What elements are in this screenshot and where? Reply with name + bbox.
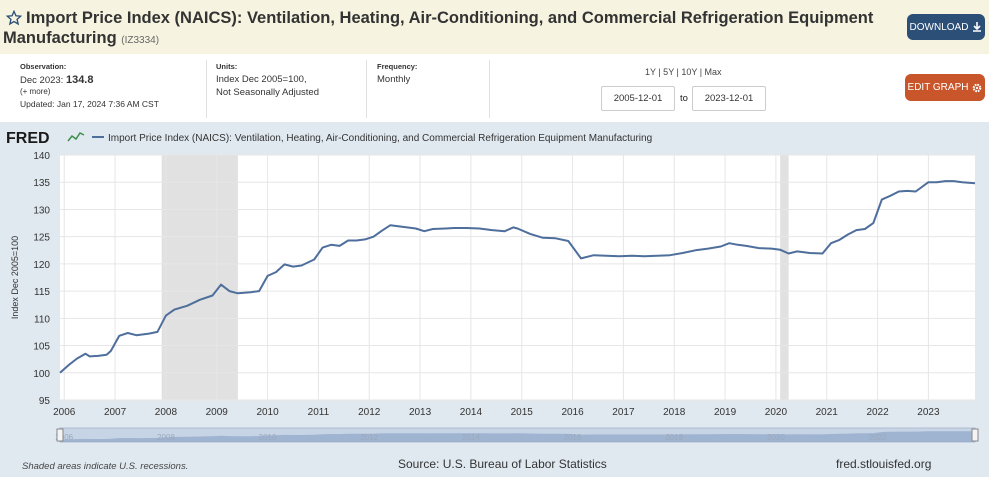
observation-date: Dec 2023: bbox=[20, 75, 64, 86]
download-icon bbox=[973, 22, 982, 32]
range-links[interactable]: 1Y | 5Y | 10Y | Max bbox=[645, 67, 722, 77]
frequency-label: Frequency: bbox=[377, 62, 418, 71]
recession-band bbox=[161, 155, 238, 400]
x-tick-label: 2023 bbox=[917, 407, 940, 418]
range-handle-left[interactable] bbox=[56, 428, 64, 442]
x-tick-label: 2016 bbox=[561, 407, 584, 418]
download-button[interactable]: DOWNLOAD bbox=[907, 14, 985, 40]
y-tick-label: 130 bbox=[33, 205, 50, 216]
start-date-input[interactable]: 2005-12-01 bbox=[601, 86, 675, 111]
title-bar: Import Price Index (NAICS): Ventilation,… bbox=[0, 0, 989, 54]
observation-value: 134.8 bbox=[65, 74, 94, 86]
y-tick-label: 95 bbox=[39, 396, 51, 407]
navigator-tick-label: 2012 bbox=[360, 433, 378, 442]
more-link[interactable]: (+ more) bbox=[20, 87, 51, 96]
units-label: Units: bbox=[216, 62, 238, 71]
y-tick-label: 110 bbox=[34, 314, 50, 325]
fred-url[interactable]: fred.stlouisfed.org bbox=[836, 457, 932, 471]
end-date-input[interactable]: 2023-12-01 bbox=[692, 86, 766, 111]
series-title: Import Price Index (NAICS): Ventilation,… bbox=[26, 9, 874, 27]
units-line2: Not Seasonally Adjusted bbox=[216, 87, 319, 98]
observation-label: Observation: bbox=[20, 62, 67, 71]
x-tick-label: 2009 bbox=[206, 407, 229, 418]
x-tick-label: 2007 bbox=[104, 407, 127, 418]
frequency-block: Frequency: Monthly bbox=[377, 62, 477, 130]
series-title-line2: Manufacturing bbox=[3, 29, 117, 47]
fred-logo: FRED bbox=[6, 130, 50, 147]
y-axis-label: Index Dec 2005=100 bbox=[10, 236, 20, 319]
observation-block: Observation: Dec 2023: 134.8 (+ more) Up… bbox=[20, 62, 200, 130]
edit-graph-button[interactable]: EDIT GRAPH bbox=[905, 74, 985, 101]
range-handle-right[interactable] bbox=[971, 428, 979, 442]
x-tick-label: 2014 bbox=[460, 407, 483, 418]
divider bbox=[366, 60, 367, 118]
updated-text: Updated: Jan 17, 2024 7:36 AM CST bbox=[20, 99, 159, 109]
x-tick-label: 2012 bbox=[358, 407, 381, 418]
navigator-area bbox=[60, 431, 975, 442]
frequency-value: Monthly bbox=[377, 74, 411, 85]
x-tick-label: 2015 bbox=[511, 407, 534, 418]
y-tick-label: 115 bbox=[34, 287, 50, 298]
divider bbox=[206, 60, 207, 118]
navigator-tick-label: 2010 bbox=[259, 433, 277, 442]
x-tick-label: 2018 bbox=[663, 407, 686, 418]
star-icon[interactable] bbox=[6, 10, 22, 26]
y-tick-label: 105 bbox=[33, 342, 50, 353]
series-line bbox=[59, 180, 976, 374]
navigator-tick-label: 2018 bbox=[665, 433, 683, 442]
legend-label: Import Price Index (NAICS): Ventilation,… bbox=[108, 133, 652, 144]
x-tick-label: 2013 bbox=[409, 407, 432, 418]
y-tick-label: 125 bbox=[33, 233, 50, 244]
navigator-tick-label: 2020 bbox=[767, 433, 785, 442]
y-tick-label: 120 bbox=[33, 260, 50, 271]
navigator-tick-label: 2008 bbox=[157, 433, 175, 442]
graph-panel: 95 100 105 110 115 120 125 130 135 140 2006 2007 200… bbox=[0, 122, 989, 477]
edit-graph-label: EDIT GRAPH bbox=[907, 82, 969, 93]
navigator-tick-label: 2022 bbox=[869, 433, 887, 442]
fred-logo-mark bbox=[67, 132, 85, 142]
page-title: Import Price Index (NAICS): Ventilation,… bbox=[3, 8, 886, 47]
units-block: Units: Index Dec 2005=100, Not Seasonall… bbox=[216, 62, 366, 130]
x-tick-label: 2019 bbox=[714, 407, 737, 418]
series-id: (IZ3334) bbox=[121, 35, 160, 46]
gear-icon bbox=[973, 83, 982, 92]
navigator-tick-label: 2016 bbox=[564, 433, 582, 442]
units-line1: Index Dec 2005=100, bbox=[216, 74, 307, 85]
x-tick-label: 2010 bbox=[256, 407, 279, 418]
x-tick-label: 2022 bbox=[866, 407, 889, 418]
recession-note: Shaded areas indicate U.S. recessions. bbox=[22, 461, 189, 472]
navigator-tick-label: 2014 bbox=[462, 433, 480, 442]
navigator-tick-label: 2006 bbox=[55, 433, 73, 442]
to-label: to bbox=[680, 93, 688, 104]
x-tick-label: 2006 bbox=[53, 407, 76, 418]
x-tick-label: 2021 bbox=[816, 407, 839, 418]
y-tick-label: 135 bbox=[33, 178, 50, 189]
x-tick-label: 2020 bbox=[765, 407, 788, 418]
source-text: Source: U.S. Bureau of Labor Statistics bbox=[398, 457, 607, 471]
download-label: DOWNLOAD bbox=[909, 21, 969, 33]
y-tick-label: 100 bbox=[33, 369, 50, 380]
y-tick-label: 140 bbox=[33, 151, 50, 162]
chart-svg: 95 100 105 110 115 120 125 130 135 140 2006 2007 200… bbox=[6, 130, 979, 443]
x-tick-label: 2017 bbox=[612, 407, 635, 418]
divider bbox=[489, 60, 490, 118]
x-tick-label: 2011 bbox=[308, 407, 330, 418]
x-tick-label: 2008 bbox=[155, 407, 178, 418]
recession-band bbox=[780, 155, 789, 400]
